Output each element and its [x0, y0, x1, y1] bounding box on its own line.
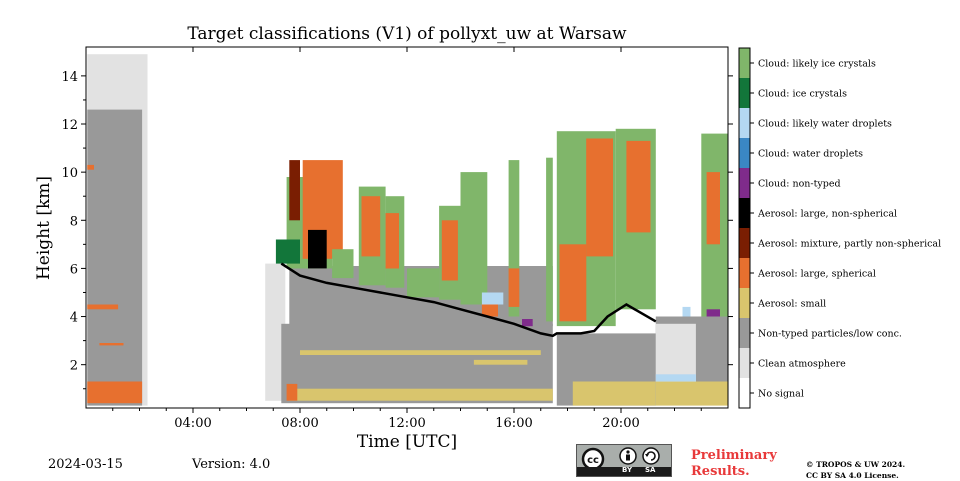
class-region-28	[385, 213, 399, 269]
badge-sa-label: SA	[645, 466, 656, 474]
colorbar-label: Aerosol: mixture, partly non-spherical	[757, 239, 941, 250]
colorbar-label: Cloud: water droplets	[758, 149, 863, 160]
class-region-4	[99, 343, 124, 346]
class-region-17	[655, 323, 696, 382]
class-region-2	[87, 381, 143, 404]
class-region-31	[441, 220, 458, 281]
colorbar-swatch	[739, 228, 750, 259]
class-region-32	[460, 172, 488, 305]
colorbar-swatch	[739, 78, 750, 109]
colorbar-swatch	[739, 348, 750, 379]
class-region-29	[407, 268, 440, 298]
cc-logo-icon	[581, 447, 605, 467]
class-region-16	[655, 381, 728, 406]
colorbar-label: Aerosol: small	[757, 299, 826, 310]
share-alike-icon	[642, 447, 660, 465]
x-tick-label: 16:00	[495, 416, 532, 431]
colorbar-label: Cloud: ice crystals	[758, 89, 847, 100]
y-axis-label: Height [km]	[34, 175, 54, 281]
x-tick-label: 08:00	[281, 416, 318, 431]
y-tick-label: 14	[61, 70, 78, 85]
colorbar-swatch	[739, 258, 750, 289]
class-region-46	[706, 309, 720, 317]
version-label: Version: 4.0	[192, 457, 271, 472]
y-tick-label: 10	[61, 166, 78, 181]
x-tick-label: 12:00	[388, 416, 425, 431]
class-region-12	[286, 383, 298, 401]
class-region-22	[275, 239, 300, 264]
colorbar-swatch	[739, 378, 750, 409]
y-tick-label: 8	[70, 214, 78, 229]
aerosol-layer-top-line	[280, 262, 657, 338]
preliminary-results-note: Preliminary Results.	[691, 448, 777, 479]
class-region-23	[289, 160, 300, 221]
class-region-9	[289, 388, 553, 401]
colorbar-label: Cloud: likely ice crystals	[758, 59, 876, 70]
colorbar-label: Non-typed particles/low conc.	[758, 329, 902, 340]
colorbar-swatch	[739, 198, 750, 229]
class-region-1	[87, 109, 143, 406]
class-region-3	[87, 304, 119, 310]
class-region-36	[481, 302, 498, 317]
svg-text:cc: cc	[587, 455, 599, 466]
colorbar-label: Aerosol: large, non-spherical	[757, 209, 897, 220]
colorbar-swatch	[739, 318, 750, 349]
classification-heatmap	[87, 54, 728, 406]
class-region-11	[473, 359, 528, 365]
colorbar-frame	[738, 47, 751, 409]
x-tick-label: 04:00	[174, 416, 211, 431]
class-region-35	[546, 157, 553, 322]
axes: 04:00 08:00 12:00 16:00 20:00 2 4 6 8 10 12 14	[61, 47, 733, 431]
class-region-33	[508, 160, 520, 317]
class-region-34	[508, 268, 520, 307]
badge-by-label: BY	[622, 466, 633, 474]
colorbar: Cloud: likely ice crystals Cloud: ice cry…	[738, 47, 941, 409]
copyright-note: © TROPOS & UW 2024. CC BY SA 4.0 License…	[806, 460, 906, 480]
y-tick-label: 12	[61, 118, 78, 133]
class-region-14	[572, 381, 656, 406]
class-region-5	[87, 164, 94, 170]
class-region-21	[308, 229, 327, 269]
chart-title: Target classifications (V1) of pollyxt_u…	[187, 24, 627, 44]
y-tick-label: 2	[70, 359, 78, 374]
colorbar-label: Cloud: non-typed	[758, 179, 841, 190]
colorbar-swatch	[739, 108, 750, 139]
x-tick-label: 20:00	[602, 416, 639, 431]
y-tick-label: 4	[70, 311, 78, 326]
x-axis-label: Time [UTC]	[356, 432, 458, 452]
colorbar-label: No signal	[758, 389, 804, 400]
class-region-6	[265, 263, 286, 401]
colorbar-swatch	[739, 138, 750, 169]
colorbar-label: Cloud: likely water droplets	[758, 119, 892, 130]
class-region-18	[655, 374, 696, 382]
cc-license-badge: cc BY SA	[576, 444, 672, 477]
y-tick-label: 6	[70, 262, 78, 277]
class-region-42	[626, 140, 651, 233]
colorbar-swatch	[739, 288, 750, 319]
class-region-45	[522, 319, 533, 327]
class-region-44	[706, 172, 720, 245]
measurement-date: 2024-03-15	[48, 457, 123, 472]
colorbar-label: Clean atmosphere	[758, 359, 846, 370]
class-region-47	[682, 306, 691, 317]
colorbar-swatch	[739, 168, 750, 199]
class-region-40	[586, 138, 613, 257]
class-region-10	[300, 350, 541, 355]
colorbar-label: Aerosol: large, spherical	[757, 269, 876, 280]
class-region-24	[332, 249, 354, 279]
class-region-39	[559, 244, 587, 322]
class-region-26	[361, 196, 381, 257]
colorbar-swatch	[739, 48, 750, 79]
class-region-37	[481, 292, 504, 305]
